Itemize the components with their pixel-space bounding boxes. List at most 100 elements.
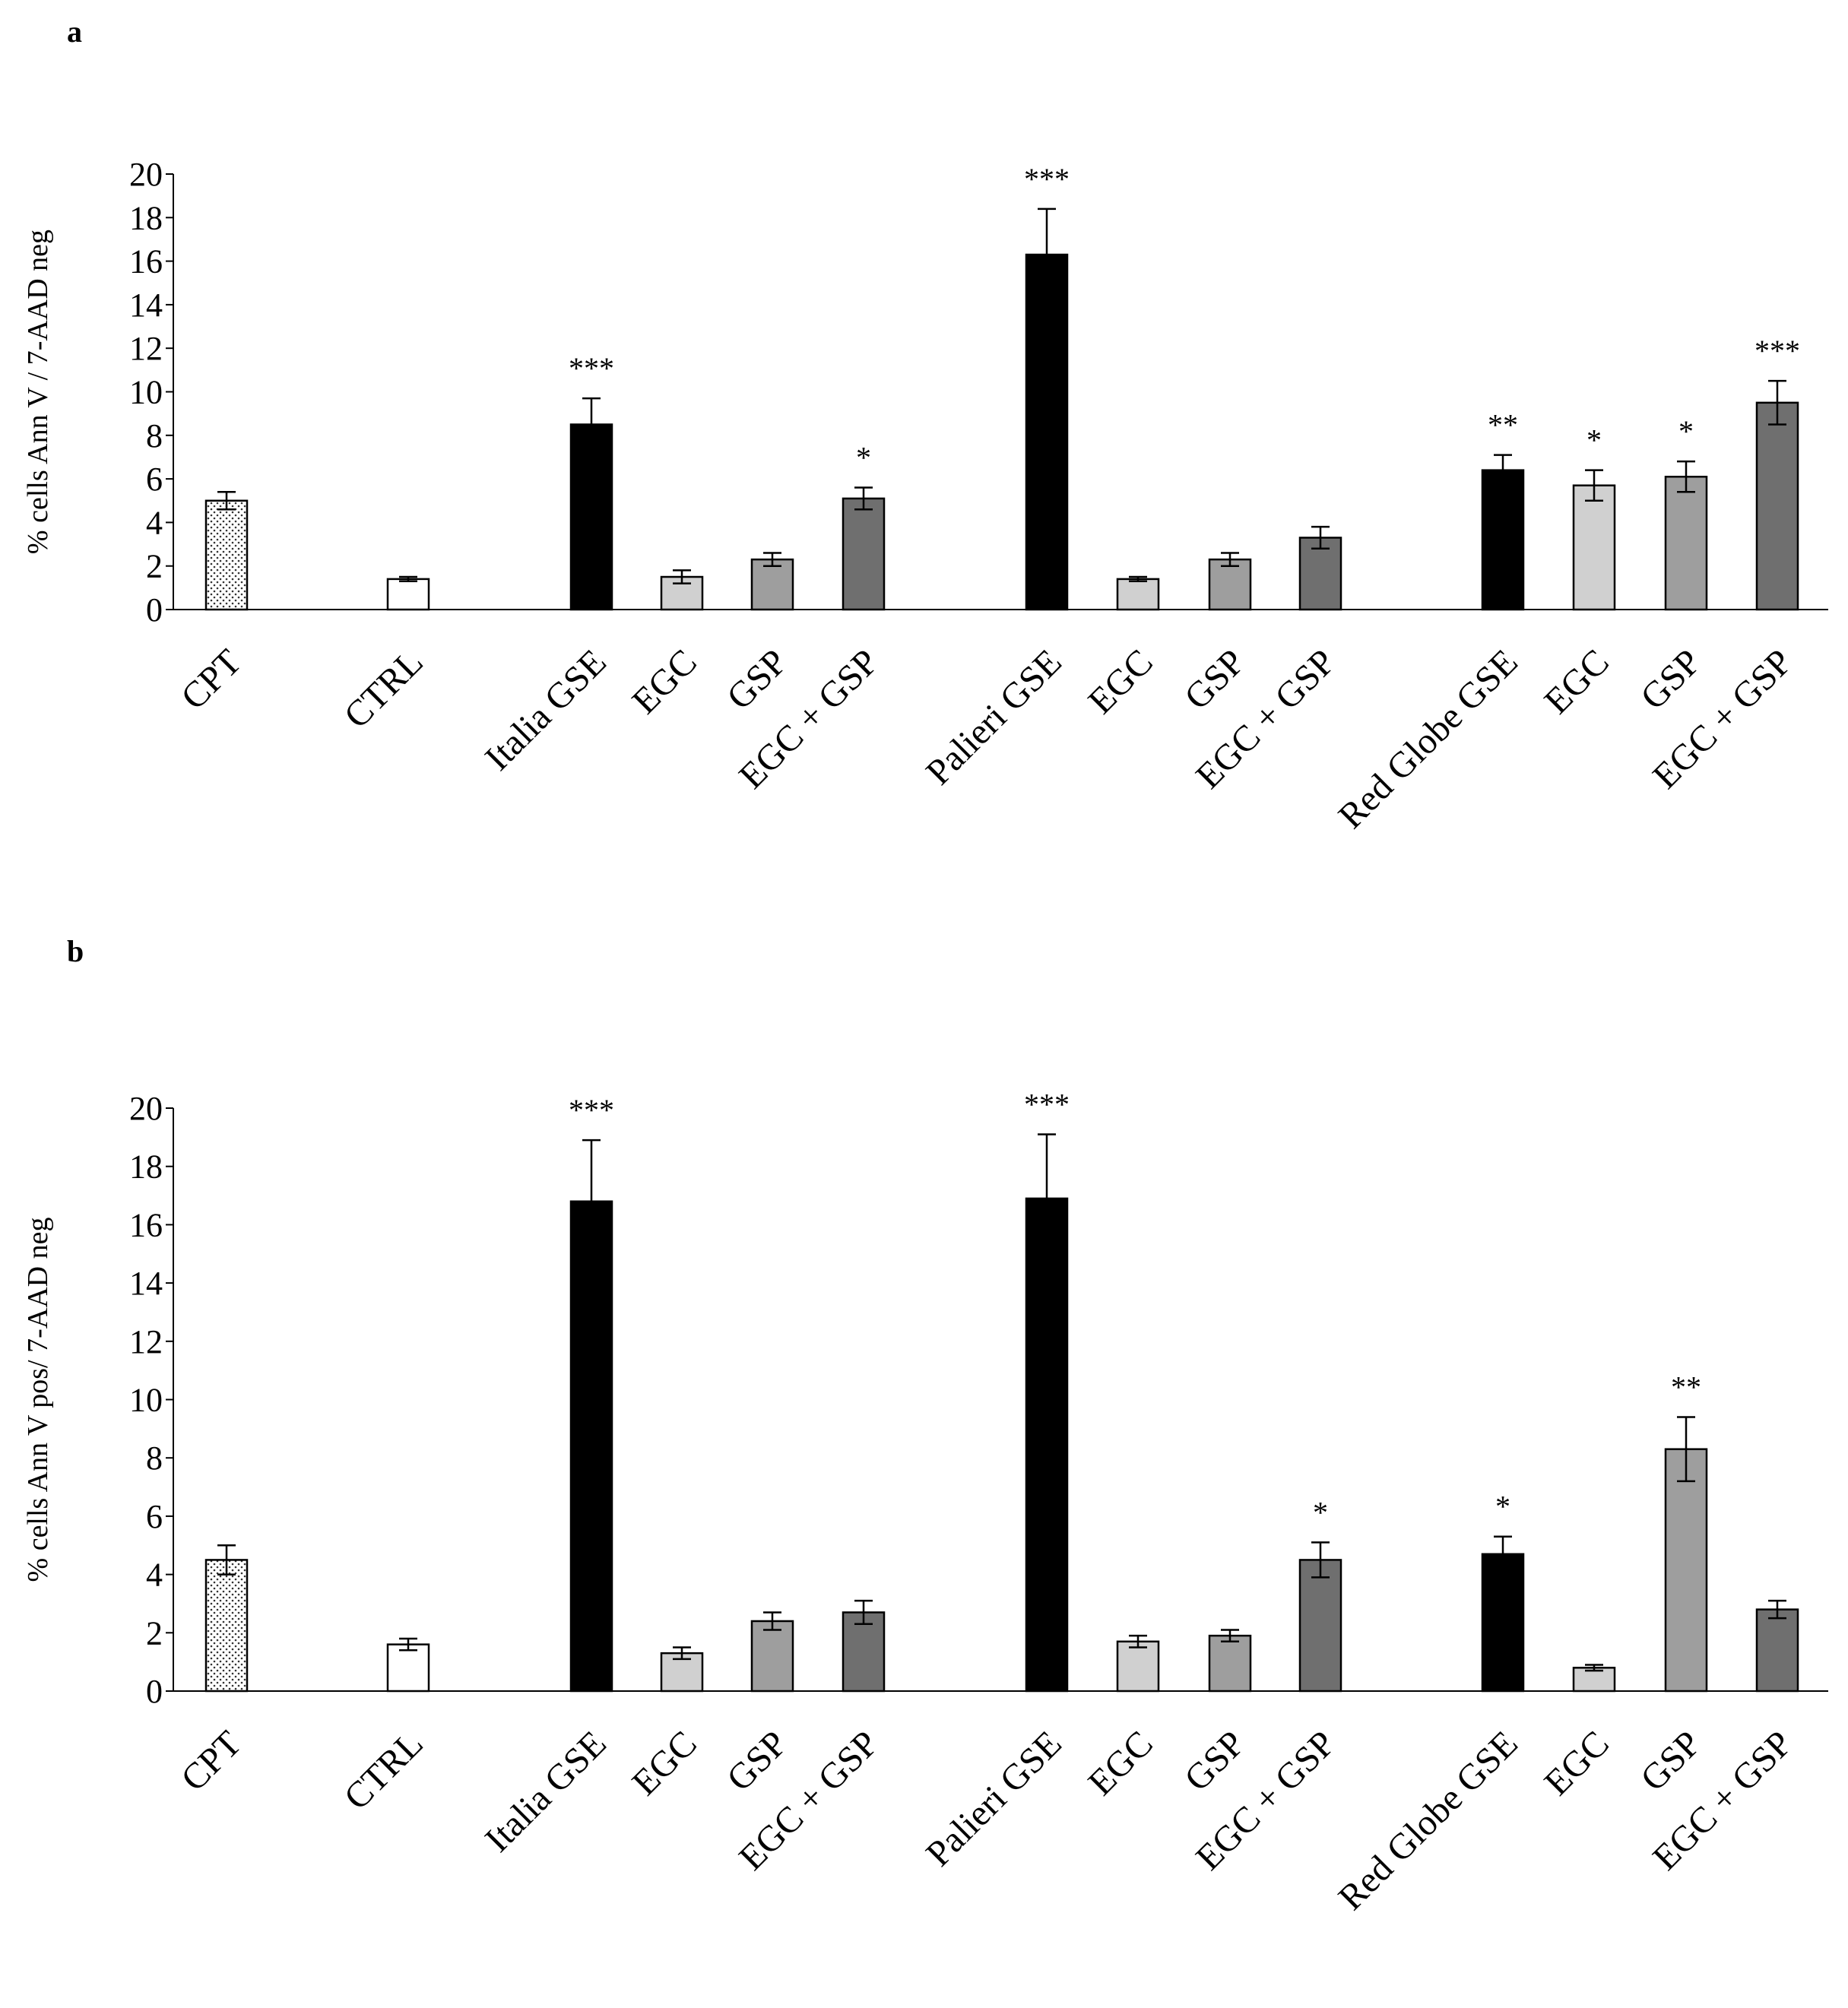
significance-label: *** [1754, 334, 1800, 368]
bar [750, 558, 794, 611]
error-bar [1038, 1133, 1056, 1264]
error-bar [673, 1646, 691, 1661]
error-bar [1129, 1634, 1147, 1649]
error-bar [1768, 1599, 1786, 1620]
y-tick-label: 16 [129, 243, 163, 280]
bar [1755, 1608, 1799, 1693]
significance-label: *** [1024, 1088, 1070, 1122]
y-tick-label: 12 [129, 1323, 163, 1360]
error-bar [1677, 1416, 1695, 1483]
x-tick-label: CTRL [337, 641, 431, 736]
error-bar [1221, 1629, 1239, 1643]
x-tick-label: Palieri GSE [918, 641, 1070, 793]
x-tick-label: EGC [1536, 1723, 1616, 1803]
x-tick-label: CTRL [337, 1723, 431, 1817]
x-tick-label: Red Globe GSE [1331, 641, 1526, 836]
error-bar [763, 1611, 781, 1631]
bar [1025, 253, 1069, 611]
panel-label-a: a [67, 14, 82, 49]
bar [386, 1643, 430, 1693]
y-axis-label: % cells Ann V pos/ 7-AAD neg [22, 1218, 54, 1582]
error-bar [582, 397, 601, 452]
significance-label: *** [569, 1093, 614, 1127]
x-tick-label: GSP [719, 641, 795, 717]
y-tick-label: 4 [146, 504, 163, 541]
y-tick-label: 14 [129, 287, 163, 324]
y-tick-label: 20 [129, 1090, 163, 1127]
y-tick-label: 2 [146, 1614, 163, 1652]
bar [1208, 558, 1252, 611]
y-axis-label: % cells Ann V / 7-AAD neg [22, 230, 54, 554]
bar [569, 423, 613, 611]
y-tick-label: 6 [146, 461, 163, 498]
error-bar [217, 1544, 236, 1576]
error-bar [1221, 552, 1239, 567]
significance-label: ** [1488, 408, 1518, 442]
bar [1208, 1634, 1252, 1693]
x-tick-label: CPT [173, 641, 249, 717]
error-bar [582, 1139, 601, 1264]
bar [1025, 1197, 1069, 1693]
bar [1116, 1640, 1160, 1693]
error-bar [1677, 460, 1695, 493]
error-bar [1311, 525, 1330, 550]
x-tick-label: EGC [624, 1723, 704, 1803]
bar [1481, 1553, 1525, 1693]
y-tick-label: 18 [129, 1148, 163, 1186]
bar [1664, 475, 1708, 611]
x-tick-label: GSP [1177, 641, 1253, 717]
error-bar [1494, 1535, 1512, 1573]
x-tick-label: GSP [719, 1723, 795, 1799]
x-tick-label: GSP [1633, 1723, 1709, 1799]
bar [1116, 578, 1160, 611]
error-bar [1494, 454, 1512, 486]
bar [204, 1559, 249, 1693]
bar [1572, 484, 1616, 611]
x-tick-label: Red Globe GSE [1331, 1723, 1526, 1918]
bar [1755, 401, 1799, 611]
x-tick-label: GSP [1633, 641, 1709, 717]
bar [1664, 1448, 1708, 1693]
y-tick-label: 12 [129, 330, 163, 367]
bar [1298, 1559, 1342, 1693]
error-bar [399, 1637, 417, 1652]
bar [750, 1620, 794, 1693]
y-tick-label: 4 [146, 1557, 163, 1594]
y-tick-label: 20 [129, 156, 163, 193]
y-tick-label: 6 [146, 1498, 163, 1535]
x-tick-label: EGC [1536, 641, 1616, 721]
y-tick-label: 10 [129, 374, 163, 411]
error-bar [1585, 469, 1603, 502]
x-tick-label: Palieri GSE [918, 1723, 1070, 1874]
x-tick-label: Italia GSE [477, 641, 614, 778]
x-tick-label: EGC [1080, 1723, 1160, 1803]
x-tick-label: GSP [1177, 1723, 1253, 1799]
error-bar [763, 552, 781, 567]
significance-label: *** [1024, 162, 1070, 196]
significance-label: * [1586, 423, 1602, 458]
y-tick-label: 10 [129, 1382, 163, 1419]
y-tick-label: 2 [146, 548, 163, 585]
error-bar [854, 486, 873, 511]
error-bar [673, 569, 691, 584]
error-bar [1129, 575, 1147, 583]
significance-label: * [856, 441, 871, 475]
significance-label: ** [1671, 1370, 1701, 1405]
error-bar [1038, 207, 1056, 302]
significance-label: * [1313, 1495, 1328, 1529]
x-tick-label: EGC [624, 641, 704, 721]
error-bar [1585, 1664, 1603, 1672]
y-tick-label: 0 [146, 1673, 163, 1710]
bar [1481, 469, 1525, 611]
y-tick-label: 8 [146, 417, 163, 454]
y-tick-label: 14 [129, 1265, 163, 1302]
chart-b: 0 2 4 6 8 10 12 14 16 18 20 % cells Ann V pos/ 7-AA… [22, 1088, 1828, 1918]
bar [842, 497, 886, 611]
x-tick-label: CPT [173, 1723, 249, 1799]
y-tick-label: 16 [129, 1206, 163, 1243]
x-tick-label: Italia GSE [477, 1723, 614, 1860]
significance-label: * [1495, 1490, 1510, 1524]
significance-label: *** [569, 351, 614, 385]
bar [569, 1200, 613, 1693]
